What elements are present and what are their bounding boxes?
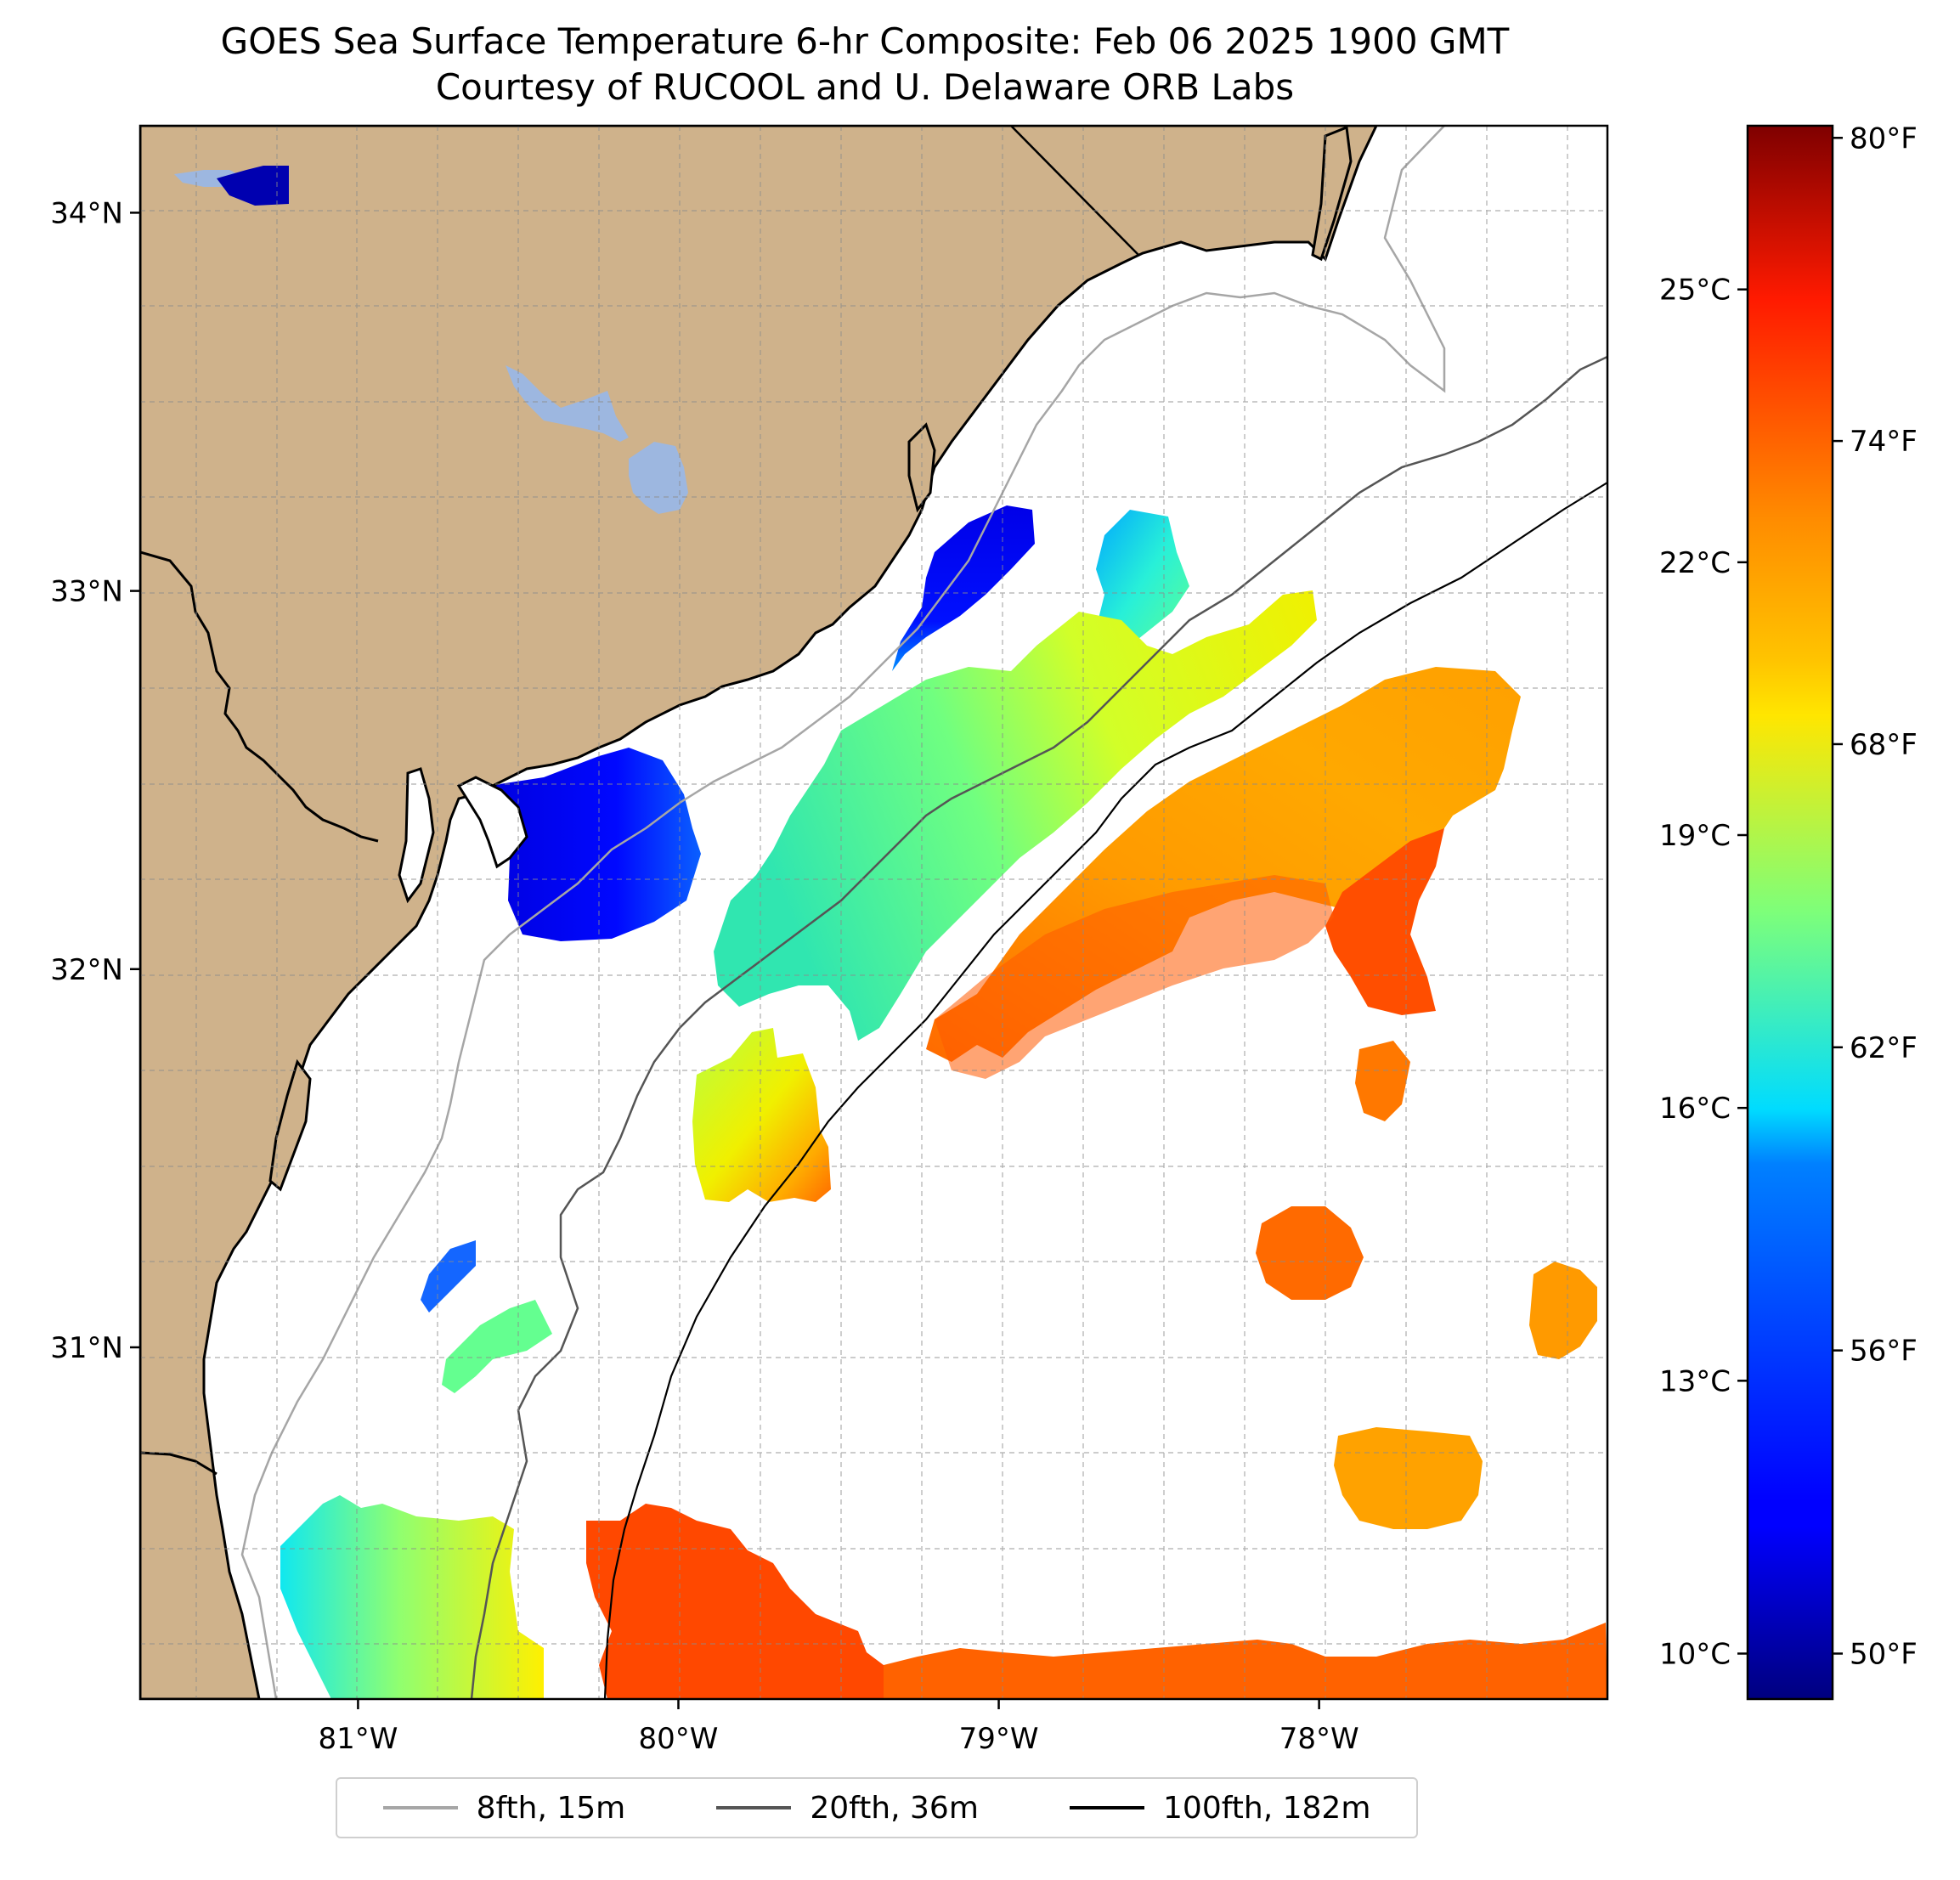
- lon-tick-label: 80°W: [639, 1722, 719, 1756]
- sst-patch-blue-small: [421, 1240, 476, 1313]
- sst-patch-orange-small: [1355, 1041, 1410, 1121]
- colorbar-fahrenheit-label: 62°F: [1850, 1031, 1918, 1065]
- colorbar-celsius-label: 25°C: [1659, 274, 1731, 308]
- colorbar: [1746, 124, 1834, 1701]
- lat-tick-label: 32°N: [50, 953, 123, 987]
- chart-subtitle: Courtesy of RUCOOL and U. Delaware ORB L…: [435, 66, 1295, 108]
- sst-patch-orange-red-east: [1325, 828, 1444, 1015]
- colorbar-celsius-label: 16°C: [1659, 1092, 1731, 1126]
- legend-item-20fth: 20fth, 36m: [716, 1791, 979, 1826]
- colorbar-fahrenheit-label: 74°F: [1850, 425, 1918, 459]
- colorbar-fahrenheit-label: 68°F: [1850, 728, 1918, 762]
- sst-patch-orange-oval-2: [1334, 1427, 1483, 1529]
- land-mass: [140, 126, 1378, 1699]
- colorbar-fahrenheit-label: 56°F: [1850, 1335, 1918, 1369]
- legend-line-20fth: [716, 1806, 792, 1809]
- coastal-island-1: [268, 1059, 312, 1192]
- isobath-legend: 8fth, 15m 20fth, 36m 100fth, 182m: [336, 1777, 1418, 1838]
- longitude-axis: 81°W 80°W 79°W 78°W: [318, 1699, 1359, 1756]
- lon-tick-label: 81°W: [318, 1722, 398, 1756]
- sst-patch-top-cyan: [1096, 510, 1189, 654]
- legend-line-8fth: [382, 1806, 458, 1809]
- sst-patch-south-strip: [884, 1623, 1607, 1699]
- legend-line-100fth: [1070, 1806, 1145, 1809]
- coastal-island-3: [1311, 126, 1353, 262]
- colorbar-celsius-label: 19°C: [1659, 819, 1731, 853]
- map-frame: [138, 124, 1609, 1701]
- sst-patch-lower-yellow: [692, 1028, 831, 1202]
- sst-patch-green-small: [442, 1300, 552, 1393]
- chart-title: GOES Sea Surface Temperature 6-hr Compos…: [220, 20, 1510, 62]
- sst-patch-band-green-yellow: [714, 590, 1317, 1041]
- sst-patch-orange-red-main: [935, 875, 1334, 1079]
- sst-patch-orange-east-small: [1529, 1262, 1597, 1359]
- colorbar-celsius-label: 10°C: [1659, 1637, 1731, 1671]
- lake-moultrie: [629, 442, 688, 514]
- colorbar-celsius-label: 22°C: [1659, 546, 1731, 580]
- colorbar-celsius-label: 13°C: [1659, 1364, 1731, 1398]
- latitude-axis: 34°N 33°N 32°N 31°N: [50, 196, 140, 1365]
- rivers: [140, 550, 379, 1476]
- lake-marion: [506, 365, 629, 442]
- sst-patch-nearshore-cold: [489, 748, 701, 941]
- colorbar-fahrenheit-label: 80°F: [1850, 121, 1918, 155]
- lon-tick-label: 79°W: [959, 1722, 1039, 1756]
- isobath-100fth: [603, 482, 1607, 1699]
- colorbar-fahrenheit-label: 50°F: [1850, 1637, 1918, 1671]
- sst-patch-north-blue: [892, 505, 1035, 671]
- lat-tick-label: 34°N: [50, 196, 123, 230]
- lat-tick-label: 31°N: [50, 1331, 123, 1365]
- legend-item-100fth: 100fth, 182m: [1070, 1791, 1370, 1826]
- legend-label-100fth: 100fth, 182m: [1163, 1790, 1371, 1826]
- sst-patch-south-orange-red: [586, 1504, 884, 1699]
- lat-tick-label: 33°N: [50, 575, 123, 609]
- state-border: [1010, 126, 1139, 256]
- legend-item-8fth: 8fth, 15m: [382, 1790, 626, 1826]
- coastal-inlet-2: [398, 767, 435, 904]
- gridlines: [140, 126, 1607, 1699]
- colorbar-celsius-axis: 10°C 13°C 16°C 19°C 22°C 25°C: [1659, 274, 1748, 1671]
- sst-data-layer: [280, 505, 1607, 1699]
- legend-label-8fth: 8fth, 15m: [476, 1790, 626, 1826]
- colorbar-fahrenheit-axis: 50°F 56°F 62°F 68°F 74°F 80°F: [1833, 121, 1918, 1671]
- sst-patch-orange-oval-1: [1256, 1206, 1364, 1300]
- isobath-20fth: [470, 355, 1607, 1699]
- legend-label-20fth: 20fth, 36m: [810, 1790, 979, 1826]
- lon-tick-label: 78°W: [1279, 1722, 1359, 1756]
- sst-patch-lake-cold: [217, 166, 289, 206]
